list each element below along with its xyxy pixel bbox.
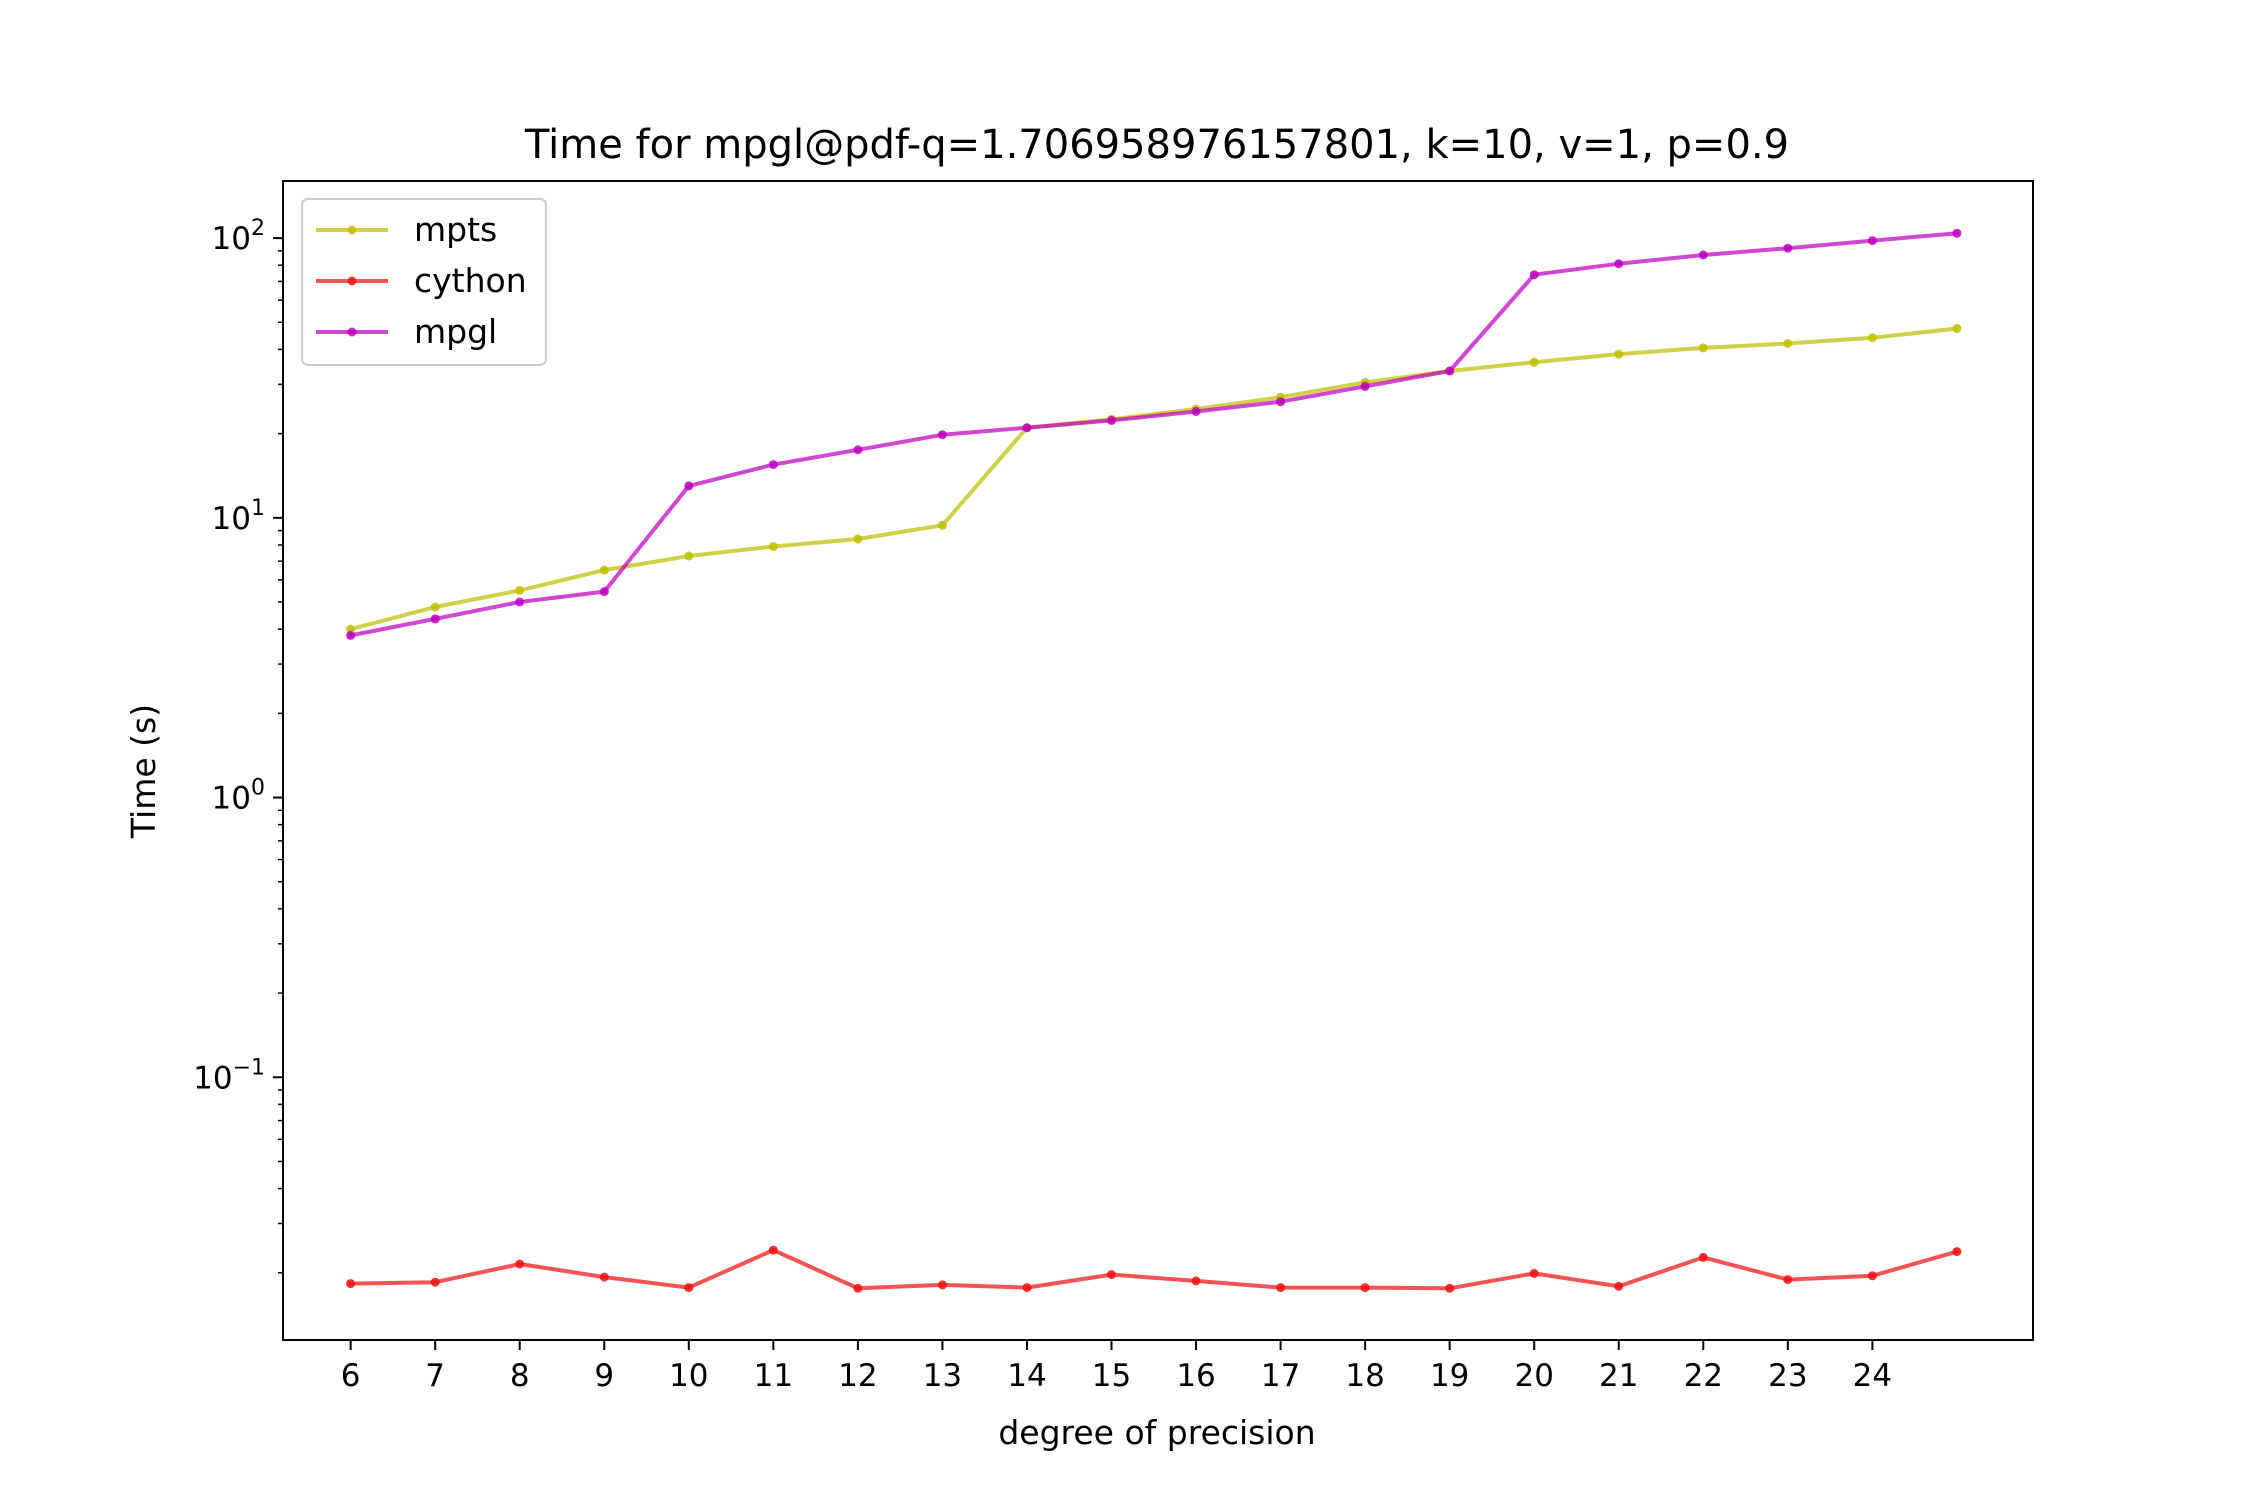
data-point-cython xyxy=(515,1259,525,1269)
data-point-mpts xyxy=(853,534,863,544)
data-point-cython xyxy=(430,1277,440,1287)
data-point-mpgl xyxy=(1867,236,1877,246)
data-point-cython xyxy=(1107,1270,1116,1280)
data-point-mpgl xyxy=(1614,259,1624,269)
legend-label-mpgl: mpgl xyxy=(414,312,497,351)
y-tick-label: 101 xyxy=(212,496,265,537)
data-point-cython xyxy=(853,1283,863,1293)
data-point-mpgl xyxy=(1022,423,1032,433)
data-point-mpgl xyxy=(1445,366,1455,376)
data-point-mpgl xyxy=(1191,407,1201,416)
y-tick-label: 102 xyxy=(212,216,265,257)
y-tick-label: 10−1 xyxy=(193,1055,265,1096)
data-point-cython xyxy=(937,1280,947,1290)
data-point-cython xyxy=(346,1279,356,1289)
data-point-cython xyxy=(1529,1268,1539,1278)
data-point-cython xyxy=(1445,1283,1455,1293)
x-tick-label: 12 xyxy=(838,1358,877,1394)
data-point-mpts xyxy=(346,624,356,634)
x-tick-label: 19 xyxy=(1430,1358,1469,1394)
data-point-mpts xyxy=(430,602,440,612)
data-point-cython xyxy=(1783,1275,1793,1285)
x-axis-label: degree of precision xyxy=(998,1413,1315,1452)
data-point-mpgl xyxy=(430,614,440,624)
data-point-mpgl xyxy=(1107,415,1116,425)
data-point-mpts xyxy=(1614,349,1624,359)
data-point-mpts xyxy=(684,551,694,561)
x-tick-label: 22 xyxy=(1684,1358,1723,1394)
legend-marker-mpts xyxy=(347,225,357,235)
x-tick-label: 10 xyxy=(669,1358,708,1394)
legend-marker-mpgl xyxy=(347,327,357,337)
data-point-mpgl xyxy=(1529,270,1539,280)
series-line-mpgl xyxy=(348,231,1960,638)
data-point-mpgl xyxy=(684,481,694,491)
series-line-cython xyxy=(348,1248,1960,1291)
legend-label-mpts: mpts xyxy=(414,210,497,249)
x-tick-label: 11 xyxy=(754,1358,793,1394)
data-point-mpgl xyxy=(937,430,947,440)
data-point-mpts xyxy=(1698,343,1708,353)
data-point-cython xyxy=(1698,1252,1708,1262)
data-point-mpgl xyxy=(768,460,778,470)
legend-marker-cython xyxy=(347,276,357,286)
x-tick-label: 24 xyxy=(1853,1358,1892,1394)
data-point-mpts xyxy=(599,565,609,575)
y-axis-label: Time (s) xyxy=(124,704,163,839)
data-point-cython xyxy=(1191,1276,1201,1286)
data-point-mpgl xyxy=(1698,250,1708,260)
axes-frame xyxy=(282,180,2034,1341)
data-point-cython xyxy=(684,1283,694,1293)
x-tick-label: 14 xyxy=(1007,1358,1046,1394)
data-point-mpts xyxy=(768,542,778,551)
data-point-mpgl xyxy=(1952,228,1962,238)
data-point-mpts xyxy=(1867,333,1877,343)
x-tick-label: 7 xyxy=(425,1358,445,1394)
x-tick-label: 16 xyxy=(1176,1358,1215,1394)
y-tick-label: 100 xyxy=(212,776,265,817)
x-tick-label: 13 xyxy=(923,1358,962,1394)
data-point-mpgl xyxy=(515,597,525,607)
x-tick-label: 15 xyxy=(1092,1358,1131,1394)
x-tick-label: 20 xyxy=(1514,1358,1553,1394)
plot-area: 6 7 8 9 10 11 12 13 14 15 16 17 18 19 20 21 22 23 24 102 101… xyxy=(193,180,2034,1394)
chart-title: Time for mpgl@pdf-q=1.706958976157801, k… xyxy=(524,122,1789,168)
x-tick-label: 6 xyxy=(341,1358,361,1394)
data-point-cython xyxy=(1952,1247,1962,1257)
x-tick-label: 23 xyxy=(1768,1358,1807,1394)
legend-label-cython: cython xyxy=(414,261,527,300)
data-point-mpts xyxy=(1952,324,1962,333)
x-tick-label: 21 xyxy=(1599,1358,1638,1394)
data-point-mpgl xyxy=(1783,243,1793,253)
data-point-cython xyxy=(1614,1281,1624,1291)
data-point-cython xyxy=(599,1272,609,1282)
data-point-mpgl xyxy=(1360,381,1370,391)
data-point-cython xyxy=(1022,1283,1032,1293)
x-tick-label: 8 xyxy=(510,1358,530,1394)
data-point-mpts xyxy=(515,585,525,595)
data-point-cython xyxy=(1276,1283,1286,1293)
data-point-mpgl xyxy=(1276,397,1286,407)
data-point-mpgl xyxy=(346,630,356,640)
data-point-mpgl xyxy=(853,445,863,455)
data-point-cython xyxy=(768,1245,778,1255)
data-point-mpts xyxy=(937,520,947,530)
data-point-mpts xyxy=(1783,339,1793,348)
x-tick-label: 9 xyxy=(594,1358,614,1394)
x-tick-label: 18 xyxy=(1345,1358,1384,1394)
data-point-cython xyxy=(1867,1271,1877,1281)
data-point-mpgl xyxy=(599,587,609,597)
legend-box xyxy=(301,198,547,366)
data-point-cython xyxy=(1360,1283,1370,1293)
data-point-mpts xyxy=(1529,357,1539,367)
x-tick-label: 17 xyxy=(1261,1358,1300,1394)
